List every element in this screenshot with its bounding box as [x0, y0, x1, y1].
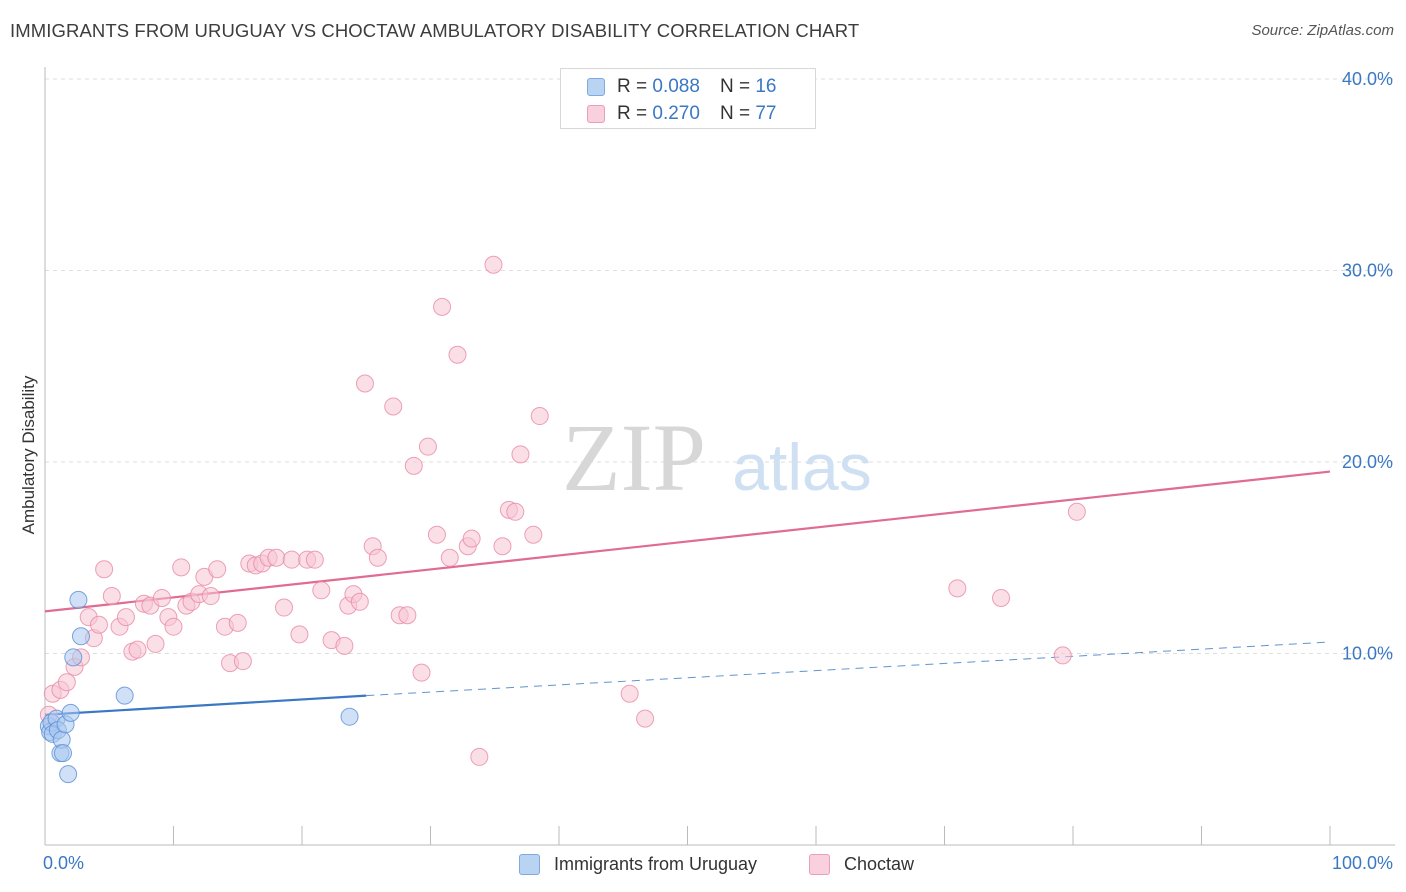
choctaw-point: [440, 548, 459, 567]
choctaw-point: [384, 397, 403, 416]
choctaw-point: [312, 581, 331, 600]
legend-swatch-uruguay: [587, 78, 605, 96]
choctaw-point: [116, 608, 135, 627]
choctaw-point: [95, 560, 114, 579]
choctaw-point: [350, 592, 369, 611]
legend-r-label: R =: [617, 103, 648, 124]
choctaw-point: [233, 652, 252, 671]
choctaw-point: [524, 525, 543, 544]
legend-r-label: R =: [617, 76, 648, 97]
choctaw-point: [201, 587, 220, 606]
series-legend-choctaw: Choctaw: [809, 852, 914, 876]
legend-n-value: 77: [755, 103, 777, 124]
uruguay-trend-extension: [366, 641, 1331, 697]
source-credit: Source: ZipAtlas.com: [1251, 22, 1394, 39]
axes: [44, 67, 1395, 846]
choctaw-point: [228, 613, 247, 632]
watermark-atlas: atlas: [732, 430, 871, 504]
choctaw-point: [493, 537, 512, 556]
series-label-choctaw: Choctaw: [844, 853, 915, 874]
choctaw-point: [398, 606, 417, 625]
choctaw-point: [404, 456, 423, 475]
uruguay-point: [61, 703, 80, 722]
x-tick-label-max: 100.0%: [1332, 853, 1393, 873]
choctaw-point: [992, 588, 1011, 607]
choctaw-point: [282, 550, 301, 569]
uruguay-point: [71, 627, 90, 646]
zipatlas-watermark: ZIP atlas: [562, 404, 872, 511]
choctaw-point: [462, 529, 481, 548]
legend-n-label: N =: [719, 103, 751, 124]
tick-labels: 10.0% 20.0% 30.0% 40.0% 0.0% 100.0%: [43, 69, 1393, 873]
choctaw-point: [484, 255, 503, 274]
choctaw-point: [275, 598, 294, 617]
choctaw-point: [335, 636, 354, 655]
watermark-zip: ZIP: [562, 404, 706, 511]
trend-lines: [44, 470, 1331, 716]
y-tick-label: 30.0%: [1342, 261, 1393, 281]
choctaw-point: [448, 345, 467, 364]
choctaw-point: [89, 615, 108, 634]
uruguay-point: [64, 648, 83, 667]
y-tick-label: 40.0%: [1342, 69, 1393, 89]
choctaw-point: [267, 548, 286, 567]
choctaw-point: [427, 525, 446, 544]
choctaw-point: [1067, 502, 1086, 521]
uruguay-point: [69, 590, 88, 609]
legend-n-value: 16: [755, 76, 777, 97]
choctaw-point: [305, 550, 324, 569]
correlation-legend: R = 0.088 N = 16 R = 0.270 N = 77: [560, 68, 816, 129]
choctaw-point: [636, 709, 655, 728]
series-swatch-choctaw: [809, 853, 830, 875]
x-tick-label-min: 0.0%: [43, 853, 84, 873]
choctaw-point: [948, 579, 967, 598]
choctaw-point: [164, 617, 183, 636]
uruguay-trend-line: [44, 694, 367, 716]
choctaw-point: [172, 558, 191, 577]
choctaw-point: [128, 640, 147, 659]
choctaw-point: [412, 663, 431, 682]
legend-row-uruguay: R = 0.088 N = 16: [587, 76, 776, 98]
chart-title: IMMIGRANTS FROM URUGUAY VS CHOCTAW AMBUL…: [10, 20, 860, 41]
choctaw-point: [433, 297, 452, 316]
series-legend-uruguay: Immigrants from Uruguay: [519, 852, 757, 876]
data-points: [39, 255, 1086, 784]
choctaw-point: [506, 502, 525, 521]
y-tick-label: 10.0%: [1342, 644, 1393, 664]
choctaw-point: [418, 437, 437, 456]
legend-r-value: 0.088: [652, 76, 700, 97]
uruguay-point: [53, 744, 72, 763]
choctaw-point: [368, 548, 387, 567]
choctaw-point: [146, 634, 165, 653]
uruguay-point: [59, 765, 78, 784]
choctaw-trend-line: [44, 470, 1331, 613]
choctaw-point: [470, 747, 489, 766]
uruguay-point: [340, 707, 359, 726]
choctaw-point: [530, 407, 549, 426]
choctaw-point: [208, 560, 227, 579]
choctaw-point: [290, 625, 309, 644]
legend-n-label: N =: [719, 76, 751, 97]
y-tick-label: 20.0%: [1342, 452, 1393, 472]
legend-row-choctaw: R = 0.270 N = 77: [587, 103, 776, 125]
choctaw-point: [620, 684, 639, 703]
choctaw-point: [511, 445, 530, 464]
choctaw-point: [355, 374, 374, 393]
legend-r-value: 0.270: [652, 103, 700, 124]
choctaw-point: [152, 588, 171, 607]
uruguay-point: [115, 686, 134, 705]
choctaw-point: [102, 587, 121, 606]
choctaw-point: [1053, 646, 1072, 665]
choctaw-point: [57, 673, 76, 692]
legend-swatch-choctaw: [587, 105, 605, 123]
series-swatch-uruguay: [519, 853, 540, 875]
series-label-uruguay: Immigrants from Uruguay: [554, 853, 758, 874]
